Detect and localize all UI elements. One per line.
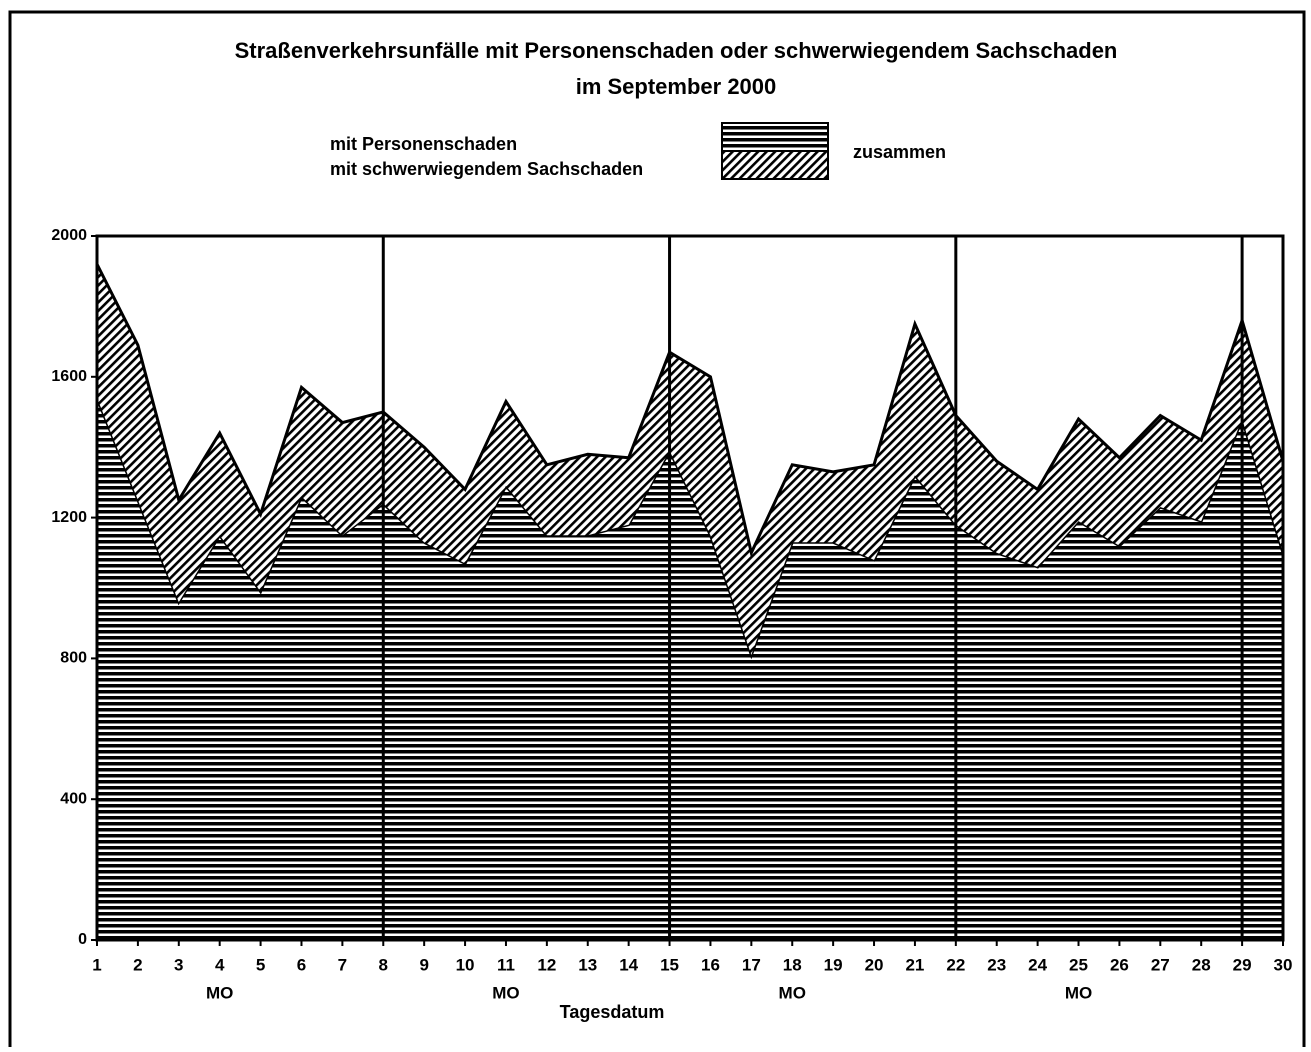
x-tick-label: 6 [297, 955, 306, 974]
area [97, 397, 1283, 940]
chart-title: Straßenverkehrsunfälle mit Personenschad… [235, 38, 1118, 63]
x-tick-label: 8 [379, 955, 388, 974]
x-tick-label: 2 [133, 955, 142, 974]
area-outline [95, 263, 1285, 558]
annotation: MO [206, 983, 233, 1002]
x-tick-label: 27 [1151, 955, 1170, 974]
y-tick-label: 0 [78, 931, 87, 948]
annotation: MO [492, 983, 519, 1002]
x-tick-label: 16 [701, 955, 720, 974]
x-axis-label: Tagesdatum [560, 1002, 665, 1022]
y-tick-label: 1200 [51, 509, 87, 526]
y-tick-label: 800 [60, 650, 87, 667]
legend-label: mit schwerwiegendem Sachschaden [330, 159, 643, 179]
x-tick-label: 21 [905, 955, 924, 974]
chart-subtitle: im September 2000 [576, 74, 777, 99]
x-tick-label: 3 [174, 955, 183, 974]
x-tick-label: 13 [578, 955, 597, 974]
x-tick-label: 26 [1110, 955, 1129, 974]
x-tick-label: 9 [419, 955, 428, 974]
x-tick-label: 17 [742, 955, 761, 974]
x-tick-label: 22 [946, 955, 965, 974]
area [97, 264, 1283, 655]
x-tick-label: 14 [619, 955, 638, 974]
x-tick-label: 19 [824, 955, 843, 974]
x-tick-label: 10 [456, 955, 475, 974]
y-tick-label: 2000 [51, 227, 87, 244]
legend-group-label: zusammen [853, 142, 946, 162]
annotation: MO [779, 983, 806, 1002]
x-tick-label: 11 [497, 955, 515, 974]
x-tick-label: 24 [1028, 955, 1047, 974]
legend-swatch [721, 150, 829, 180]
x-tick-label: 20 [865, 955, 884, 974]
x-tick-label: 15 [660, 955, 679, 974]
plot-border [95, 234, 1285, 942]
y-tick-label: 1600 [51, 368, 87, 385]
x-tick-label: 30 [1274, 955, 1293, 974]
frame [8, 10, 1306, 1052]
x-tick-label: 25 [1069, 955, 1088, 974]
x-tick-label: 28 [1192, 955, 1211, 974]
x-tick-label: 5 [256, 955, 265, 974]
y-tick-label: 400 [60, 790, 87, 807]
x-tick-label: 18 [783, 955, 802, 974]
x-tick-label: 12 [537, 955, 556, 974]
x-tick-label: 7 [338, 955, 347, 974]
x-tick-label: 1 [92, 955, 101, 974]
x-tick-label: 4 [215, 955, 225, 974]
annotation: MO [1065, 983, 1092, 1002]
x-tick-label: 23 [987, 955, 1006, 974]
x-tick-label: 29 [1233, 955, 1252, 974]
legend-label: mit Personenschaden [330, 134, 517, 154]
legend-swatch [721, 122, 829, 152]
